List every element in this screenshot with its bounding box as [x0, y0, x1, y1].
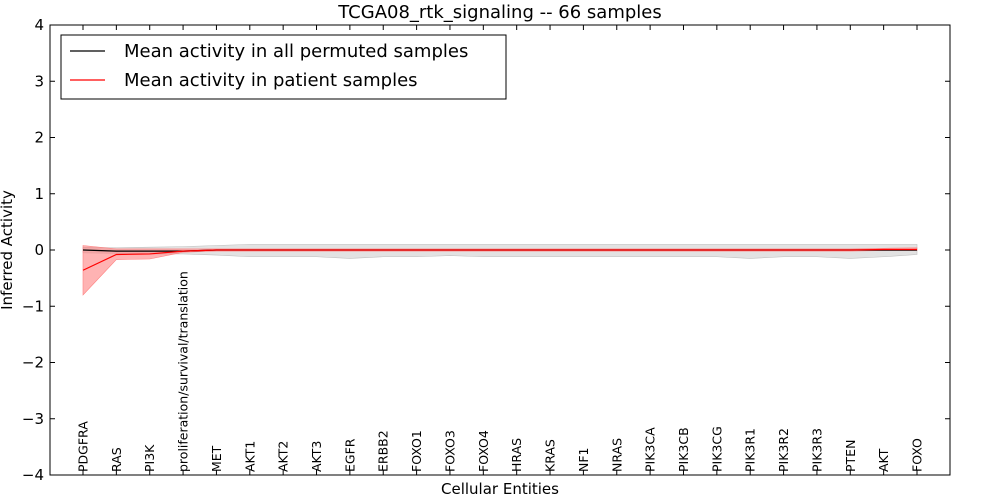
y-tick-label: −1 — [22, 297, 44, 315]
chart-title: TCGA08_rtk_signaling -- 66 samples — [337, 2, 662, 23]
x-tick-label: PIK3CA — [643, 427, 658, 472]
x-tick-label: FOXO4 — [476, 430, 491, 472]
x-tick-label: MET — [209, 445, 224, 472]
x-tick-label: PDGFRA — [76, 421, 91, 472]
line-patient — [82, 248, 917, 271]
x-tick-label: PI3K — [142, 444, 157, 472]
x-tick-label: NF1 — [576, 448, 591, 473]
y-tick-label: 0 — [34, 241, 44, 259]
legend-label-permuted: Mean activity in all permuted samples — [124, 41, 468, 62]
x-tick-label: FOXO3 — [442, 430, 457, 472]
y-axis-label: Inferred Activity — [0, 190, 16, 310]
y-tick-label: −3 — [22, 410, 44, 428]
y-tick-label: 4 — [34, 16, 44, 34]
x-tick-label: PIK3CG — [709, 426, 724, 472]
x-tick-label: EGFR — [342, 438, 357, 472]
x-tick-label: FOXO1 — [409, 430, 424, 472]
x-tick-label: HRAS — [509, 438, 524, 472]
x-tick-label: PIK3R3 — [809, 428, 824, 472]
x-tick-label: AKT3 — [309, 441, 324, 472]
x-tick-label: NRAS — [609, 438, 624, 472]
y-tick-label: 1 — [34, 185, 44, 203]
x-tick-label: RAS — [109, 447, 124, 472]
y-tick-label: 2 — [34, 129, 44, 147]
legend-label-patient: Mean activity in patient samples — [124, 70, 418, 91]
confidence-bands — [82, 244, 918, 296]
y-tick-label: −2 — [22, 354, 44, 372]
x-tick-label: AKT1 — [242, 441, 257, 472]
x-tick-label: PTEN — [843, 440, 858, 472]
legend: Mean activity in all permuted samples Me… — [60, 34, 507, 100]
x-tick-label: PIK3CB — [676, 427, 691, 472]
x-axis-ticks: PDGFRA RAS PI3K proliferation/survival/tran… — [76, 25, 925, 475]
x-tick-label: proliferation/survival/translation — [176, 271, 191, 472]
x-tick-label: KRAS — [543, 439, 558, 472]
y-tick-label: 3 — [34, 72, 44, 90]
x-tick-label: AKT2 — [276, 441, 291, 472]
x-tick-label: AKT — [876, 448, 891, 472]
legend-box — [60, 34, 507, 100]
plot-frame — [49, 24, 951, 476]
x-axis-label: Cellular Entities — [441, 480, 559, 498]
y-tick-label: −4 — [22, 466, 44, 484]
x-tick-label: PIK3R2 — [776, 428, 791, 472]
x-tick-label: FOXO — [910, 438, 925, 472]
series-lines — [82, 248, 918, 271]
y-axis-ticks: −4 −3 −2 −1 0 1 2 3 4 — [22, 16, 950, 484]
x-tick-label: ERBB2 — [376, 430, 391, 472]
x-tick-label: PIK3R1 — [743, 428, 758, 472]
